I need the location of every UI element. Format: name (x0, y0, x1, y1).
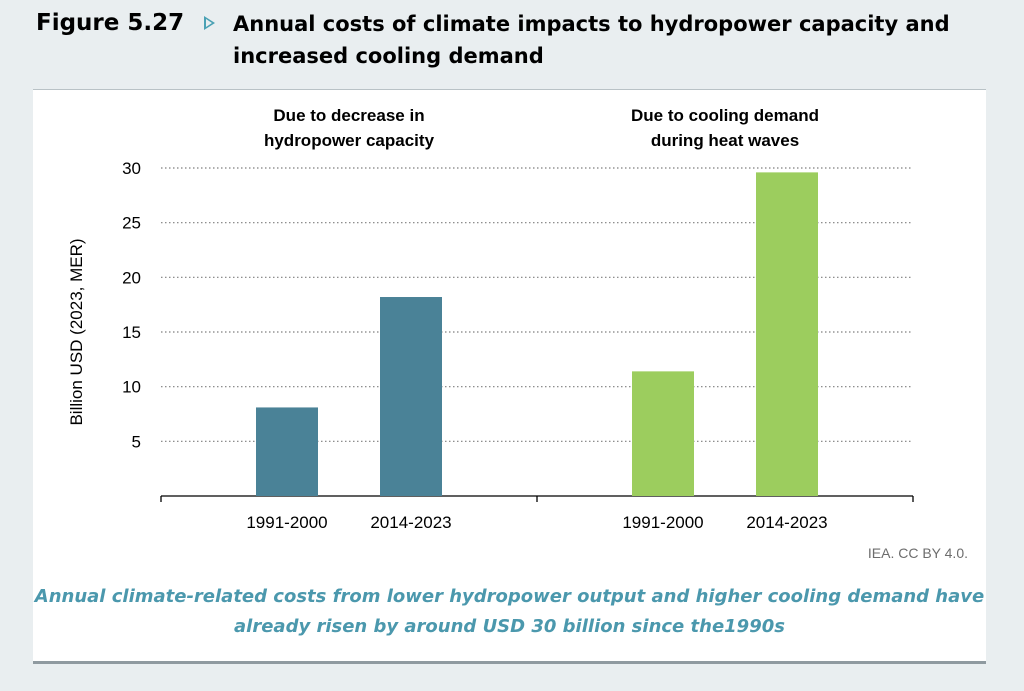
y-tick-label: 15 (122, 323, 141, 342)
group-title: Due to cooling demand (631, 106, 819, 125)
figure-caption: Annual climate-related costs from lower … (34, 586, 985, 637)
x-tick-label: 1991-2000 (622, 513, 703, 532)
y-axis-title: Billion USD (2023, MER) (67, 238, 86, 425)
x-tick-label: 1991-2000 (246, 513, 327, 532)
figure-panel: 5 10 15 20 25 30 Billion USD (2023, MER) Due to… (33, 89, 986, 664)
figure-title: Annual costs of climate impacts to hydro… (233, 12, 950, 68)
y-tick-label: 25 (122, 214, 141, 233)
bar (632, 371, 694, 496)
x-tick-label: 2014-2023 (370, 513, 451, 532)
y-tick-label: 20 (122, 268, 141, 287)
group-title: hydropower capacity (264, 131, 435, 150)
triangle-right-outline-icon (204, 16, 215, 30)
group-title: during heat waves (651, 131, 799, 150)
source-credit: IEA. CC BY 4.0. (867, 545, 968, 561)
figure-header: Figure 5.27 Annual costs of climate impa… (36, 8, 996, 84)
bar (256, 407, 318, 496)
y-tick-label: 10 (122, 378, 141, 397)
y-tick-label: 30 (122, 159, 141, 178)
group-title: Due to decrease in (273, 106, 424, 125)
x-tick-label: 2014-2023 (746, 513, 827, 532)
y-tick-label: 5 (132, 432, 141, 451)
bar (380, 297, 442, 496)
figure-number: Figure 5.27 (36, 10, 185, 36)
bar-chart: 5 10 15 20 25 30 Billion USD (2023, MER) Due to… (67, 106, 914, 532)
bar (756, 172, 818, 496)
